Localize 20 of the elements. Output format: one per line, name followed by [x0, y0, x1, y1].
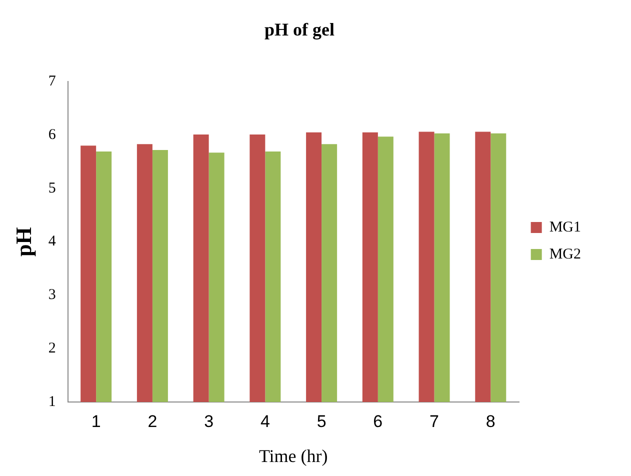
x-tick-label: 6 — [373, 412, 383, 431]
x-tick-label: 3 — [204, 412, 214, 431]
y-tick-label: 2 — [48, 340, 56, 357]
x-tick-label: 8 — [486, 412, 496, 431]
x-tick-label: 2 — [148, 412, 158, 431]
x-axis-title: Time (hr) — [258, 446, 328, 466]
x-tick-label: 5 — [316, 412, 326, 431]
x-tick-label: 7 — [430, 412, 440, 431]
y-tick-label: 4 — [48, 234, 56, 250]
y-tick-label: 6 — [48, 126, 56, 143]
y-tick-label: 3 — [48, 287, 56, 304]
legend-label: MG1 — [549, 219, 581, 236]
y-tick-label: 7 — [48, 74, 56, 90]
x-tick-label: 4 — [260, 412, 270, 431]
y-tick-label: 5 — [48, 180, 56, 196]
chart-title: pH of gel — [264, 19, 334, 40]
y-axis-title: pH — [10, 227, 36, 256]
x-tick-label: 1 — [91, 412, 101, 431]
legend-label: MG2 — [549, 246, 581, 262]
y-tick-label: 1 — [48, 394, 56, 410]
